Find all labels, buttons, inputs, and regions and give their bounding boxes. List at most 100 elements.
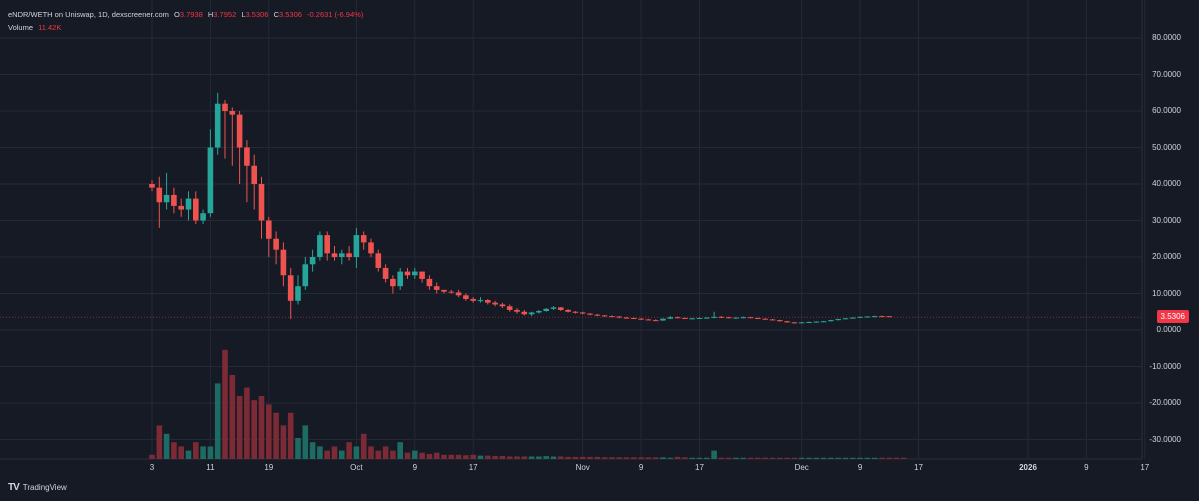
candle-body	[244, 147, 250, 166]
candle-body	[441, 289, 447, 292]
volume-bar	[798, 457, 805, 459]
volume-bar	[733, 457, 739, 459]
volume-bar	[514, 456, 520, 459]
candle-body	[725, 317, 732, 319]
volume-bar	[287, 412, 294, 459]
candle-body	[280, 249, 287, 276]
candle-body	[667, 317, 674, 319]
volume-bar	[864, 457, 871, 459]
candle-body	[433, 286, 440, 290]
volume-bar	[244, 387, 250, 459]
y-tick-label: 10.0000	[1152, 288, 1181, 298]
volume-bar	[302, 425, 309, 459]
y-tick-label: -30.0000	[1149, 434, 1181, 444]
candle-body	[171, 194, 177, 206]
volume-bar	[718, 457, 725, 459]
volume-bar	[463, 455, 469, 459]
candle-body	[339, 253, 345, 257]
volume-bar	[353, 446, 360, 459]
candle-body	[886, 316, 893, 318]
volume-bar	[171, 442, 177, 459]
candle-body	[755, 317, 761, 319]
candle-body	[163, 194, 170, 203]
volume-bar	[886, 457, 893, 459]
candle-body	[412, 271, 418, 276]
candle-body	[346, 253, 352, 257]
symbol-title: eNDR/WETH on Uniswap, 1D, dexscreener.co…	[8, 10, 169, 19]
volume-bar	[470, 454, 476, 459]
volume-bar	[339, 450, 345, 459]
y-tick-label: -10.0000	[1149, 361, 1181, 371]
volume-bar	[506, 456, 513, 459]
candle-body	[631, 317, 637, 319]
candle-body	[499, 304, 506, 307]
candle-body	[404, 271, 411, 276]
candle-body	[682, 317, 688, 319]
volume-bar	[740, 457, 747, 459]
volume-bar	[390, 450, 396, 459]
volume-value: 11.42K	[38, 23, 62, 32]
volume-bar	[149, 454, 155, 459]
candle-body	[287, 275, 294, 301]
volume-bar	[492, 456, 498, 459]
candle-body	[317, 235, 323, 257]
volume-bar	[543, 456, 549, 459]
volume-bar	[375, 450, 382, 459]
x-tick-label: 17	[695, 463, 704, 472]
volume-bar	[879, 457, 885, 459]
candle-body	[258, 184, 265, 221]
candle-body	[455, 292, 462, 296]
x-tick-label: 19	[264, 463, 274, 472]
candle-body	[222, 103, 228, 111]
candle-body	[156, 187, 163, 203]
candle-body	[711, 316, 717, 318]
candle-body	[214, 103, 221, 148]
volume-bar	[455, 454, 462, 459]
volume-bar	[755, 457, 761, 459]
candle-body	[521, 311, 528, 315]
candle-body	[229, 111, 236, 115]
volume-bar	[747, 457, 754, 459]
volume-bar	[696, 457, 703, 459]
candle-body	[828, 320, 834, 322]
volume-bar	[477, 455, 484, 459]
volume-bar	[587, 456, 593, 459]
volume-bar	[769, 457, 776, 459]
volume-bar	[565, 456, 571, 459]
volume-bar	[857, 457, 863, 459]
volume-bar	[448, 454, 455, 459]
candle-body	[842, 318, 849, 320]
candle-body	[558, 307, 564, 310]
candle-body	[207, 147, 214, 214]
volume-bar	[156, 425, 163, 459]
candle-body	[200, 213, 206, 221]
x-tick-label: 17	[468, 463, 478, 472]
volume-bar	[893, 457, 900, 459]
volume-bar	[638, 457, 644, 459]
candle-body	[536, 311, 542, 313]
candle-body	[798, 322, 805, 324]
candle-body	[550, 307, 557, 309]
close-label: C	[273, 10, 279, 19]
volume-bar	[163, 433, 170, 459]
candle-body	[485, 300, 491, 303]
candle-body	[652, 320, 659, 322]
footer-brand[interactable]: TV TradingView	[8, 482, 67, 493]
candle-body	[879, 316, 885, 318]
chart-header: eNDR/WETH on Uniswap, 1D, dexscreener.co…	[8, 8, 366, 34]
volume-bar	[711, 450, 717, 459]
y-tick-label: -20.0000	[1149, 398, 1181, 407]
candle-body	[514, 309, 520, 312]
y-tick-label: 30.0000	[1152, 215, 1181, 225]
candle-body	[477, 300, 484, 302]
candle-body	[747, 317, 754, 319]
volume-bar	[572, 456, 579, 459]
x-tick-label: Oct	[350, 463, 363, 472]
candle-body	[594, 314, 601, 316]
x-tick-label: 2026	[1019, 463, 1037, 472]
volume-bar	[623, 457, 630, 459]
x-tick-label: Nov	[575, 463, 590, 472]
candle-body	[718, 316, 725, 318]
